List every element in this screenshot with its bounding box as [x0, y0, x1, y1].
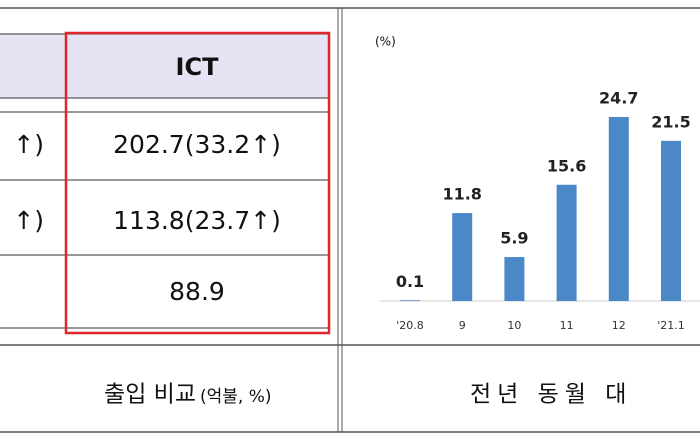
- bar: [504, 257, 525, 301]
- cell-fragment: ↑): [13, 206, 44, 235]
- bar: [608, 116, 629, 301]
- column-header: ICT: [176, 53, 220, 81]
- x-tick-label: '21.1: [657, 319, 685, 332]
- value-label: 15.6: [547, 156, 586, 175]
- x-tick-label: 9: [459, 319, 466, 332]
- value-label: 5.9: [500, 229, 528, 248]
- value-label: 11.8: [442, 185, 481, 204]
- unit-label: (%): [375, 35, 396, 49]
- value-label: 24.7: [599, 88, 638, 107]
- bar: [400, 300, 420, 301]
- x-tick-label: 10: [507, 319, 521, 332]
- caption: 출입 비교: [104, 382, 196, 408]
- bar: [661, 140, 681, 301]
- header-background: [0, 34, 330, 98]
- x-tick-label: 12: [612, 319, 626, 332]
- value-label: 0.1: [396, 272, 424, 291]
- bar: [556, 184, 577, 301]
- value-label: 21.5: [651, 112, 690, 131]
- highlight-box: [64, 31, 331, 335]
- caption-unit: (억불, %): [200, 387, 272, 407]
- cell: 113.8(23.7↑): [113, 206, 281, 235]
- bar: [452, 213, 473, 301]
- cell-fragment: ↑): [13, 130, 44, 159]
- x-tick-label: '20.8: [396, 319, 424, 332]
- x-tick-label: 11: [560, 319, 574, 332]
- cell: 88.9: [169, 277, 225, 306]
- caption: 전년 동월 대: [470, 382, 632, 408]
- cell: 202.7(33.2↑): [113, 130, 281, 159]
